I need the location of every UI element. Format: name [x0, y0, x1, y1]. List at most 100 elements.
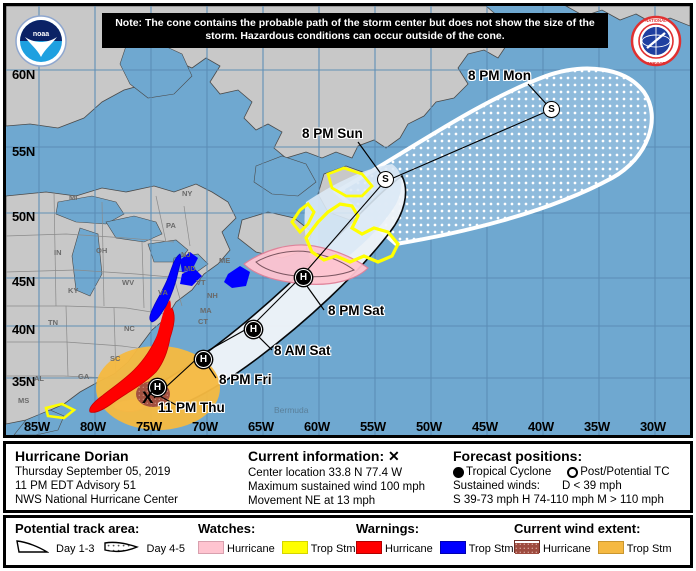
lat-label-60n: 60N	[12, 67, 35, 82]
lon-label-65w: 65W	[248, 419, 274, 434]
lon-label-60w: 60W	[304, 419, 330, 434]
forecast-marker-h-sat-am[interactable]: H	[245, 321, 262, 338]
legend-track-title: Potential track area:	[15, 521, 140, 536]
nws-logo: NATIONAL SERVICE	[630, 15, 682, 67]
noaa-logo: noaa	[15, 15, 67, 67]
forecast-marker-h-fri[interactable]: H	[195, 351, 212, 368]
state-label-me: ME	[219, 256, 231, 265]
legend-watches-group: Watches: Hurricane Trop Stm	[198, 521, 356, 557]
current-information-title: Current information: ✕	[248, 448, 425, 465]
state-label-ga: GA	[78, 372, 90, 381]
state-label-ct: CT	[198, 317, 208, 326]
legend-warning-hurricane-label: Hurricane	[385, 543, 433, 555]
storm-agency: NWS National Hurricane Center	[15, 494, 178, 506]
forecast-label-11pm-thu: 11 PM Thu	[158, 400, 225, 415]
state-label-nj: NJ	[181, 250, 191, 259]
state-label-va: VA	[158, 288, 168, 297]
state-label-ms: MS	[18, 396, 30, 405]
legend-watches-title: Watches:	[198, 521, 256, 536]
legend-warnings-group: Warnings: Hurricane Trop Stm	[356, 521, 514, 557]
state-label-pa: PA	[166, 221, 176, 230]
current-movement: Movement NE at 13 mph	[248, 495, 376, 507]
forecast-label-8pm-mon: 8 PM Mon	[468, 68, 531, 83]
forecast-positions-column: Forecast positions: Tropical Cyclone Pos…	[453, 448, 670, 507]
forecast-marker-h-sat-pm[interactable]: H	[295, 269, 312, 286]
forecast-marker-s-mon[interactable]: S	[543, 101, 560, 118]
forecast-marker-s-sun[interactable]: S	[377, 171, 394, 188]
lon-label-75w: 75W	[136, 419, 162, 434]
lon-label-30w: 30W	[640, 419, 666, 434]
legend-watch-hurricane-label: Hurricane	[227, 543, 275, 555]
current-center-location: Center location 33.8 N 77.4 W	[248, 467, 403, 479]
legend-day45-label: Day 4-5	[146, 543, 186, 555]
state-label-ny: NY	[182, 189, 193, 198]
lat-label-35n: 35N	[12, 374, 35, 389]
state-label-nh: NH	[207, 291, 218, 300]
state-label-al: AL	[34, 374, 44, 383]
wind-hurricane-swatch	[514, 540, 540, 554]
warning-hurricane-swatch	[356, 541, 382, 554]
current-information-label: Current information:	[248, 448, 385, 464]
legend-warning-tropstorm-label: Trop Stm	[468, 543, 514, 555]
state-label-sc: SC	[110, 354, 121, 363]
post-potential-tc-label: Post/Potential TC	[580, 466, 670, 478]
info-panel: Hurricane Dorian Thursday September 05, …	[3, 441, 693, 513]
lat-label-55n: 55N	[12, 144, 35, 159]
watch-tropstorm-swatch	[281, 541, 308, 554]
legend-warnings-title: Warnings:	[356, 521, 420, 536]
lat-label-45n: 45N	[12, 274, 35, 289]
legend-wind-tropstorm-label: Trop Stm	[626, 543, 672, 555]
lat-label-40n: 40N	[12, 322, 35, 337]
legend-wind-hurricane-label: Hurricane	[543, 543, 591, 555]
state-label-vt: VT	[196, 278, 206, 287]
warning-tropstorm-swatch	[439, 541, 466, 554]
noaa-logo-text: noaa	[33, 31, 49, 38]
state-label-oh: OH	[96, 246, 108, 255]
state-label-nc: NC	[124, 324, 135, 333]
state-label-mi: MI	[69, 193, 78, 202]
nws-logo-text: NATIONAL	[645, 18, 667, 23]
warning-tropstorm-ma	[224, 266, 250, 288]
forecast-label-8pm-fri: 8 PM Fri	[219, 372, 272, 387]
wind-d-range: D < 39 mph	[561, 480, 622, 492]
lon-label-35w: 35W	[584, 419, 610, 434]
state-label-in: IN	[54, 248, 62, 257]
cone-disclaimer-note: Note: The cone contains the probable pat…	[102, 13, 608, 48]
legend-day13-label: Day 1-3	[56, 543, 95, 555]
legend-panel: Potential track area: Day 1-3 Day 4-5 Wa…	[3, 515, 693, 568]
warning-tropstorm-area	[149, 253, 182, 323]
forecast-positions-title: Forecast positions:	[453, 448, 583, 464]
wind-scale-row: S 39-73 mph H 74-110 mph M > 110 mph	[453, 494, 664, 506]
forecast-positions-symbols-row: Tropical Cyclone Post/Potential TC	[453, 465, 670, 479]
sustained-winds-label: Sustained winds:	[453, 480, 540, 492]
map-graphics	[6, 6, 690, 435]
sustained-winds-row: Sustained winds: D < 39 mph	[453, 479, 670, 493]
lon-label-85w: 85W	[24, 419, 50, 434]
cone-day45	[332, 66, 654, 247]
watch-hurricane-swatch	[198, 541, 224, 554]
lon-label-40w: 40W	[528, 419, 554, 434]
place-label-bermuda: Bermuda	[274, 405, 309, 415]
legend-wind-title: Current wind extent:	[514, 521, 641, 536]
cone-day45-icon	[102, 539, 140, 559]
wind-tropstorm-swatch	[597, 541, 624, 554]
current-max-wind: Maximum sustained wind 100 mph	[248, 481, 426, 493]
lon-label-50w: 50W	[416, 419, 442, 434]
lon-label-80w: 80W	[80, 419, 106, 434]
lat-label-50n: 50N	[12, 209, 35, 224]
tropical-cyclone-label: Tropical Cyclone	[466, 466, 552, 478]
legend-wind-group: Current wind extent: Hurricane Trop Stm	[514, 521, 672, 557]
forecast-map[interactable]: Note: The cone contains the probable pat…	[3, 3, 693, 438]
state-label-ma: MA	[200, 306, 212, 315]
legend-watch-tropstorm-label: Trop Stm	[310, 543, 356, 555]
state-label-tn: TN	[48, 318, 58, 327]
post-potential-tc-dot-icon	[567, 466, 579, 478]
forecast-marker-h-current[interactable]: H	[149, 379, 166, 396]
svg-text:SERVICE: SERVICE	[647, 61, 666, 66]
current-position-x-marker[interactable]: X	[142, 388, 154, 407]
forecast-label-8am-sat: 8 AM Sat	[274, 343, 331, 358]
watch-tropstorm-area	[304, 202, 400, 264]
storm-advisory: 11 PM EDT Advisory 51	[15, 480, 137, 492]
cone-day13-icon	[15, 539, 50, 559]
